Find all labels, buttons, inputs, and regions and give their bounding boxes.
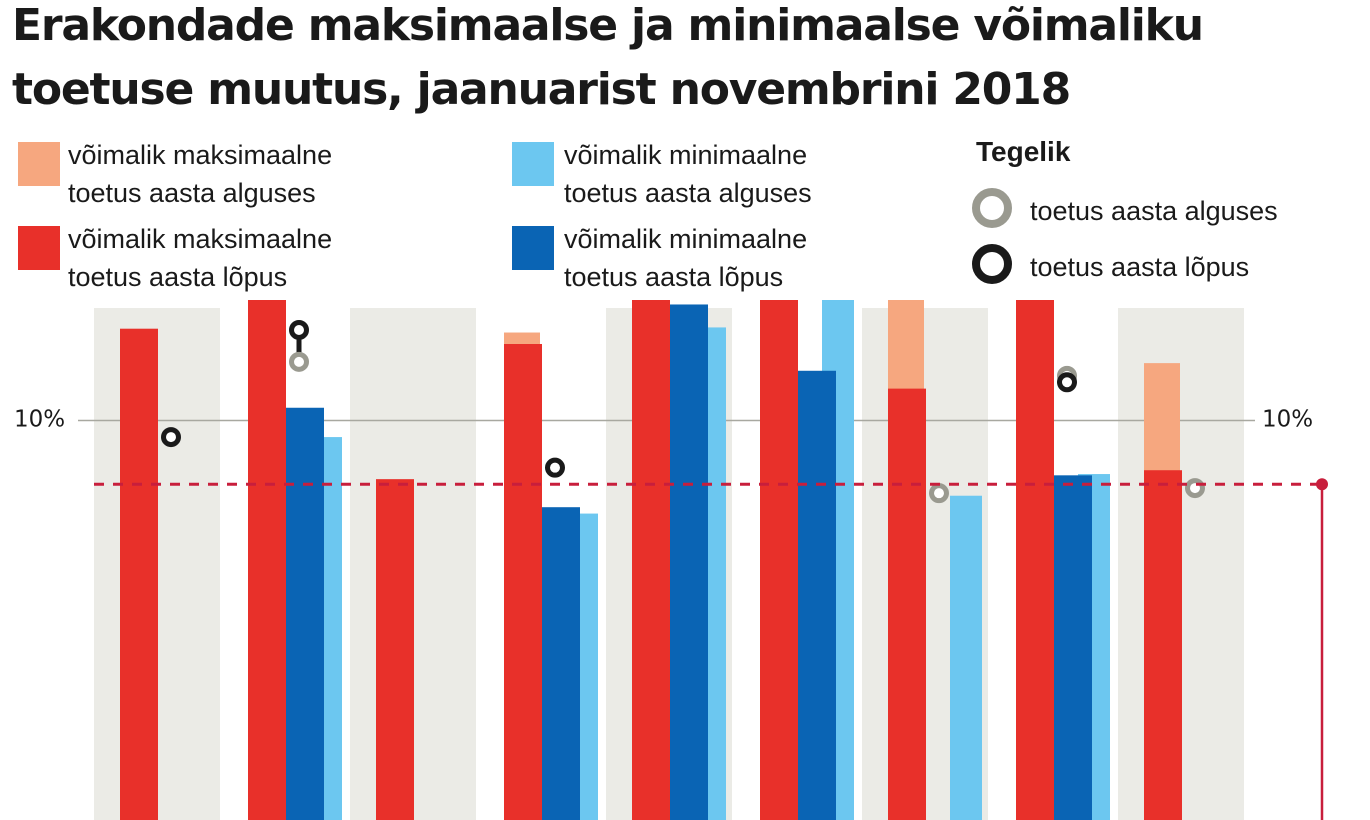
bar-max-end-7 [888, 388, 926, 820]
legend-swatch-max-start [18, 142, 60, 186]
marker-actual-start-7 [929, 483, 949, 504]
ytick-left-10: 10% [14, 407, 65, 433]
legend-label-min-end: võimalik minimaalne toetus aasta lõpus [564, 224, 808, 292]
bar-min-end-5 [670, 304, 708, 820]
bar-min-start-7 [950, 495, 982, 820]
bar-max-end-5 [632, 300, 670, 820]
ytick-right-20: 20% [1262, 300, 1313, 305]
actual-markers [161, 319, 1205, 504]
bars [120, 300, 1182, 820]
threshold-line [94, 478, 1328, 820]
bar-min-end-2 [286, 407, 324, 820]
bar-min-end-8 [1054, 475, 1092, 820]
legend-label-max-end: võimalik maksimaalne toetus aasta lõpus [68, 224, 333, 292]
bar-min-end-4 [542, 507, 580, 820]
legend-label-actual-end: toetus aasta lõpus [1030, 252, 1250, 282]
bar-max-end-9 [1144, 470, 1182, 820]
legend-ring-actual-start [972, 188, 1012, 228]
chart-title: Erakondade maksimaalse ja minimaalse või… [12, 0, 1204, 115]
marker-actual-start-2 [289, 351, 309, 372]
legend-label-actual-start: toetus aasta alguses [1030, 196, 1278, 226]
bar-max-end-2 [248, 300, 286, 820]
bar-min-end-6 [798, 370, 836, 820]
marker-actual-end-8 [1057, 372, 1077, 393]
marker-actual-end-2 [289, 319, 309, 340]
marker-actual-end-1 [161, 427, 181, 448]
ytick-left-20: 20% [14, 300, 65, 305]
marker-actual-end-4 [545, 457, 565, 478]
legend-label-min-start: võimalik minimaalne toetus aasta alguses [564, 140, 812, 208]
ytick-right-10: 10% [1262, 407, 1313, 433]
legend-swatch-min-end [512, 226, 554, 270]
legend-label-max-start: võimalik maksimaalne toetus aasta alguse… [68, 140, 333, 208]
bar-max-end-3 [376, 479, 414, 820]
bar-max-end-6 [760, 300, 798, 820]
bar-max-end-1 [120, 328, 158, 820]
legend-ring-actual-end [972, 244, 1012, 284]
bar-max-end-8 [1016, 300, 1054, 820]
legend-swatch-max-end [18, 226, 60, 270]
legend-heading-actual: Tegelik [976, 136, 1071, 167]
bar-chart: 40%40%30%30%20%20%10%10% [14, 300, 1328, 820]
bar-max-end-4 [504, 344, 542, 820]
legend-swatch-min-start [512, 142, 554, 186]
